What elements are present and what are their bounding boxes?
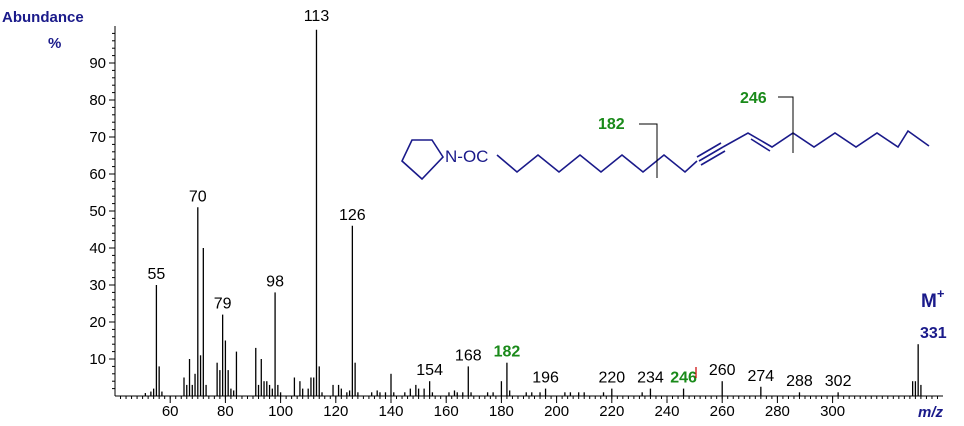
triple-bond-line-3	[700, 150, 726, 166]
y-tick-label: 10	[89, 351, 106, 368]
peak-label-154: 154	[416, 362, 443, 379]
peak-label-274: 274	[747, 368, 774, 385]
peak-label-168: 168	[455, 347, 482, 364]
x-tick-label: 200	[544, 403, 569, 420]
peak-label-79: 79	[214, 296, 232, 313]
molecular-ion-symbol: M	[921, 291, 937, 312]
peak-label-98: 98	[266, 273, 284, 290]
chemical-structure	[401, 129, 930, 181]
x-tick-label: 160	[434, 403, 459, 420]
y-axis-unit: %	[48, 35, 61, 52]
x-tick-label: 120	[323, 403, 348, 420]
cleavage-182-marker	[639, 123, 658, 178]
x-tick-label: 180	[489, 403, 514, 420]
fragment-182-label: 182	[598, 116, 625, 133]
double-bond-line	[750, 138, 771, 152]
x-tick-label: 280	[765, 403, 790, 420]
y-tick-label: 20	[89, 314, 106, 331]
peak-label-260: 260	[709, 362, 736, 379]
x-tick-label: 260	[710, 403, 735, 420]
fragment-246-label: 246	[740, 90, 767, 107]
peak-label-182: 182	[494, 344, 521, 361]
pyrrolidine-ring	[401, 139, 445, 181]
x-tick-label: 80	[217, 403, 234, 420]
cleavage-246-marker	[778, 96, 794, 153]
triple-bond-line-2	[698, 146, 724, 162]
molecular-ion-charge: +	[937, 286, 945, 301]
molecular-ion-label: M+	[921, 286, 945, 312]
y-axis-ticks: 10 20 30 40 50 60 70 80 90	[89, 55, 115, 368]
x-tick-label: 100	[268, 403, 293, 420]
y-axis-title: Abundance	[2, 9, 84, 26]
y-tick-label: 50	[89, 203, 106, 220]
peak-label-302: 302	[825, 373, 852, 390]
triple-bond-line-1	[696, 142, 722, 158]
peak-label-113: 113	[304, 8, 330, 25]
y-tick-label: 60	[89, 166, 106, 183]
cleavage-markers	[639, 96, 794, 178]
peak-label-234: 234	[637, 370, 664, 387]
structure-group-label: N-OC	[445, 147, 488, 166]
peak-label-126: 126	[339, 207, 366, 224]
x-axis-title: m/z	[918, 404, 944, 421]
peak-label-220: 220	[598, 370, 625, 387]
peak-label-196: 196	[532, 370, 559, 387]
x-tick-label: 60	[162, 403, 179, 420]
y-tick-label: 80	[89, 92, 106, 109]
y-tick-label: 30	[89, 277, 106, 294]
x-tick-label: 240	[654, 403, 679, 420]
molecular-ion-mz: 331	[920, 325, 947, 342]
alkyl-chain-1	[496, 153, 698, 174]
diene-chain	[722, 129, 930, 149]
peak-label-55: 55	[148, 266, 166, 283]
x-tick-label: 220	[599, 403, 624, 420]
peak-label-246: 246	[670, 370, 697, 387]
peak-label-288: 288	[786, 373, 813, 390]
peak-labels: 55 70 79 98 113 126 154 168 182 196 220 234 246 260 27…	[148, 8, 852, 390]
y-tick-label: 40	[89, 240, 106, 257]
x-tick-label: 140	[378, 403, 403, 420]
x-axis-ticks: 60 80 100 120 140 160 180 200 220 240 260 280 300	[162, 396, 845, 420]
x-tick-label: 300	[820, 403, 845, 420]
y-tick-label: 70	[89, 129, 106, 146]
spectrum-peaks	[144, 29, 922, 396]
minor-ticks	[112, 32, 938, 399]
y-tick-label: 90	[89, 55, 106, 72]
peak-label-70: 70	[189, 188, 207, 205]
